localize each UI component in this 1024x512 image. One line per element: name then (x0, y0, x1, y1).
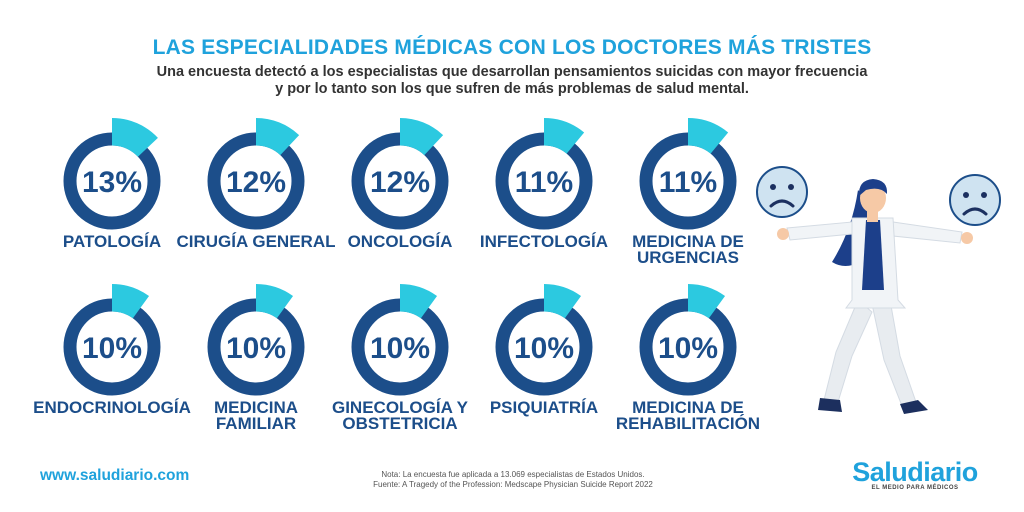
category-label: MEDICINA (214, 398, 298, 417)
percent-label: 11% (659, 166, 717, 199)
donut-highlight-segment (688, 284, 726, 319)
brand-name: Saludiario (852, 457, 978, 487)
category-label: URGENCIAS (637, 248, 739, 267)
donut-highlight-segment (544, 284, 582, 319)
category-label: PSIQUIATRÍA (490, 398, 598, 417)
donut-highlight-segment (400, 284, 438, 319)
percent-label: 10% (370, 332, 430, 365)
sad-face-icon (756, 166, 808, 218)
category-label: GINECOLOGÍA Y (332, 398, 469, 417)
donut-item: 10% PSIQUIATRÍA (490, 284, 598, 417)
donut-item: 11% INFECTOLOGÍA (480, 118, 608, 251)
brand-tagline: EL MEDIO PARA MÉDICOS (871, 485, 959, 491)
donut-item: 13% PATOLOGÍA (63, 118, 161, 251)
percent-label: 10% (226, 332, 286, 365)
donut-highlight-segment (256, 118, 300, 156)
subtitle-line-2: y por lo tanto son los que sufren de más… (275, 81, 749, 97)
percent-label: 10% (514, 332, 574, 365)
percent-label: 12% (226, 166, 286, 199)
percent-label: 10% (82, 332, 142, 365)
subtitle-line-1: Una encuesta detectó a los especialistas… (156, 64, 868, 80)
percent-label: 13% (82, 166, 142, 199)
category-label: CIRUGÍA GENERAL (177, 232, 336, 251)
donut-highlight-segment (544, 118, 585, 154)
page-subtitle: Una encuesta detectó a los especialistas… (112, 64, 912, 98)
category-label: ENDOCRINOLOGÍA (33, 398, 191, 417)
percent-label: 11% (515, 166, 573, 199)
category-label: OBSTETRICIA (342, 414, 457, 433)
category-label: ONCOLOGÍA (348, 232, 453, 251)
donut-item: 12% CIRUGÍA GENERAL (177, 118, 336, 251)
donut-highlight-segment (688, 118, 729, 154)
category-label: INFECTOLOGÍA (480, 232, 608, 251)
percent-label: 10% (658, 332, 718, 365)
donut-highlight-segment (256, 284, 294, 319)
doctor-illustration (756, 166, 1001, 414)
donut-highlight-segment (400, 118, 444, 156)
category-label: MEDICINA DE (632, 232, 744, 251)
sad-face-icon (949, 174, 1001, 226)
note-line-2: Fuente: A Tragedy of the Profession: Med… (373, 480, 653, 489)
category-label: FAMILIAR (216, 414, 296, 433)
brand-logo: Saludiario EL MEDIO PARA MÉDICOS (826, 458, 1004, 491)
website-link[interactable]: www.saludiario.com (40, 467, 190, 484)
category-label: MEDICINA DE (632, 398, 744, 417)
donut-highlight-segment (112, 284, 150, 319)
category-label: PATOLOGÍA (63, 232, 161, 251)
percent-label: 12% (370, 166, 430, 199)
category-label: REHABILITACIÓN (616, 414, 760, 433)
source-note: Nota: La encuesta fue aplicada a 13.069 … (340, 470, 686, 490)
note-line-1: Nota: La encuesta fue aplicada a 13.069 … (381, 470, 645, 479)
donut-item: 10% ENDOCRINOLOGÍA (33, 284, 191, 417)
donut-highlight-segment (112, 118, 158, 157)
donut-item: 12% ONCOLOGÍA (348, 118, 453, 251)
page-title: LAS ESPECIALIDADES MÉDICAS CON LOS DOCTO… (152, 36, 872, 59)
